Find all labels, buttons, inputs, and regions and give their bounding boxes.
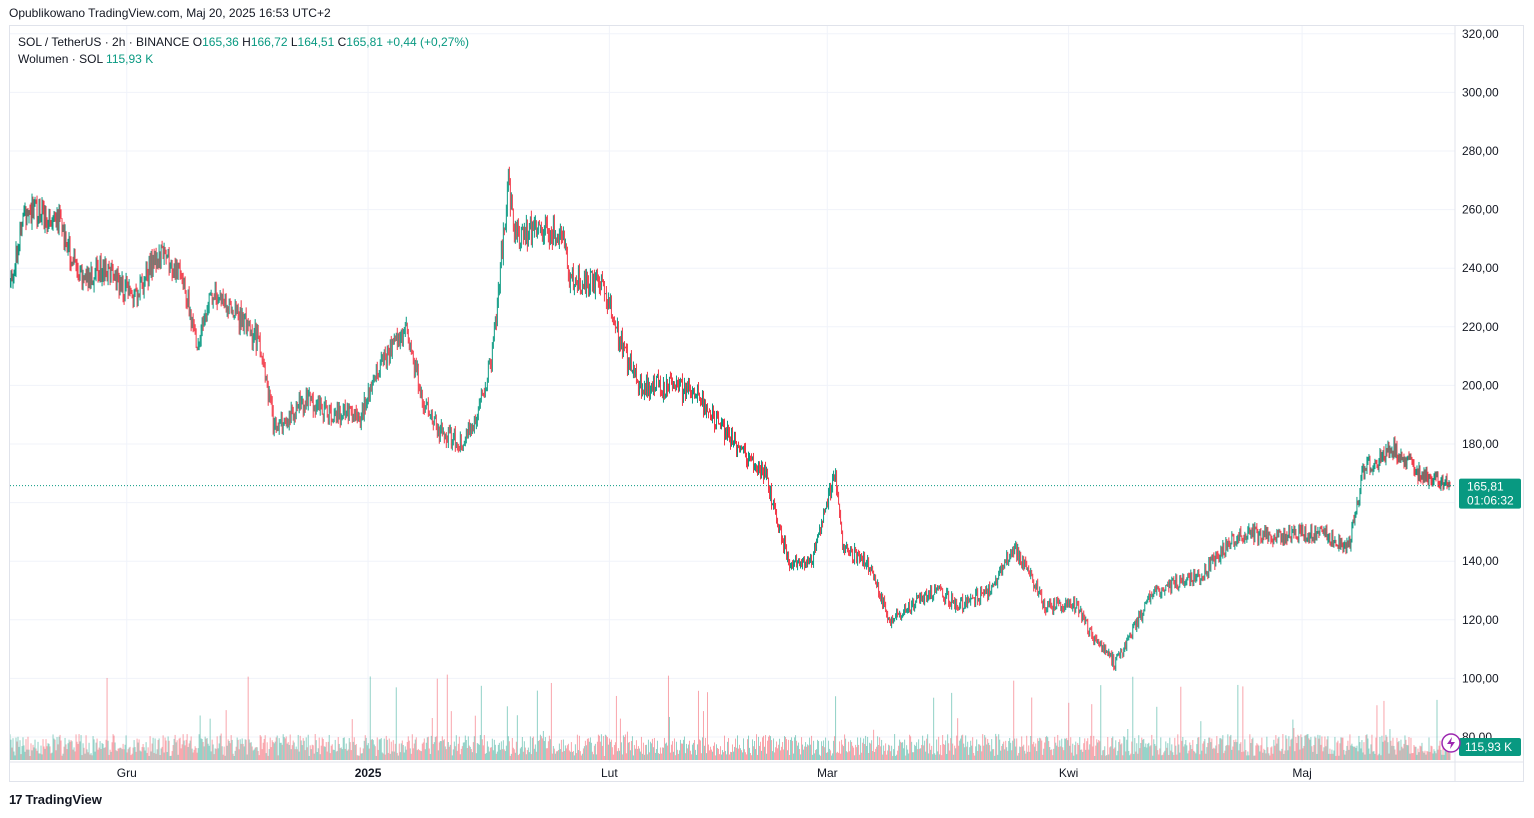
- last-price-badge: [1459, 478, 1521, 509]
- y-tick-label: 100,00: [1462, 671, 1499, 685]
- close-value: 165,81: [346, 35, 383, 49]
- price-axis[interactable]: 320,00 300,00 280,00 260,00 240,00 220,00 200,…: [10, 26, 1524, 782]
- chart-area[interactable]: 320,00 300,00 280,00 260,00 240,00 220,00 200,…: [9, 25, 1524, 782]
- published-header: Opublikowano TradingView.com, Maj 20, 20…: [9, 6, 331, 20]
- lightning-bolt-glyph: [1447, 737, 1455, 749]
- x-tick-label: 2025: [355, 766, 382, 780]
- y-tick-label: 220,00: [1462, 320, 1499, 334]
- volume-badge-value: 115,93 K: [1465, 740, 1512, 754]
- y-tick-label: 120,00: [1462, 613, 1499, 627]
- close-label: C: [337, 35, 347, 49]
- y-tick-label: 180,00: [1462, 437, 1499, 451]
- x-tick-label: Kwi: [1059, 766, 1078, 780]
- x-tick-label: Maj: [1292, 766, 1311, 780]
- volume-legend[interactable]: Wolumen · SOL 115,93 K: [18, 52, 153, 66]
- tradingview-logo-icon: 17: [9, 792, 23, 807]
- tradingview-logo-text: TradingView: [25, 792, 102, 807]
- low-value: 164,51: [297, 35, 335, 49]
- open-label: O: [192, 35, 203, 49]
- chart-canvas[interactable]: 320,00 300,00 280,00 260,00 240,00 220,00 200,…: [10, 26, 1524, 782]
- price-badges: 165,81 01:06:32 115,93 K: [1441, 478, 1521, 756]
- x-tick-label: Gru: [117, 766, 137, 780]
- x-tick-label: Lut: [601, 766, 618, 780]
- low-label: L: [290, 35, 298, 49]
- y-tick-label: 140,00: [1462, 554, 1499, 568]
- y-tick-label: 320,00: [1462, 27, 1499, 41]
- y-tick-label: 260,00: [1462, 203, 1499, 217]
- y-tick-label: 300,00: [1462, 85, 1499, 99]
- ohlc-legend[interactable]: SOL / TetherUS · 2h · BINANCE O165,36 H1…: [18, 35, 469, 49]
- volume-value: 115,93 K: [106, 52, 154, 66]
- symbol-title[interactable]: SOL / TetherUS · 2h · BINANCE: [18, 35, 190, 49]
- tradingview-logo[interactable]: 17 TradingView: [9, 792, 102, 807]
- grid: [10, 26, 1455, 762]
- volume-badge: [1459, 738, 1521, 756]
- time-axis[interactable]: Gru 2025 Lut Mar Kwi Maj: [117, 766, 1312, 780]
- high-value: 166,72: [250, 35, 288, 49]
- y-tick-label: 280,00: [1462, 144, 1499, 158]
- bar-countdown: 01:06:32: [1467, 494, 1514, 508]
- volume-label[interactable]: Wolumen · SOL: [18, 52, 103, 66]
- change-value: +0,44 (+0,27%): [386, 35, 470, 49]
- volume-bars: [10, 674, 1451, 760]
- y-tick-label: 200,00: [1462, 378, 1499, 392]
- x-tick-label: Mar: [817, 766, 838, 780]
- open-value: 165,36: [202, 35, 239, 49]
- high-label: H: [242, 35, 251, 49]
- last-price-value: 165,81: [1467, 480, 1504, 494]
- y-tick-label: 240,00: [1462, 261, 1499, 275]
- candles: [10, 166, 1451, 672]
